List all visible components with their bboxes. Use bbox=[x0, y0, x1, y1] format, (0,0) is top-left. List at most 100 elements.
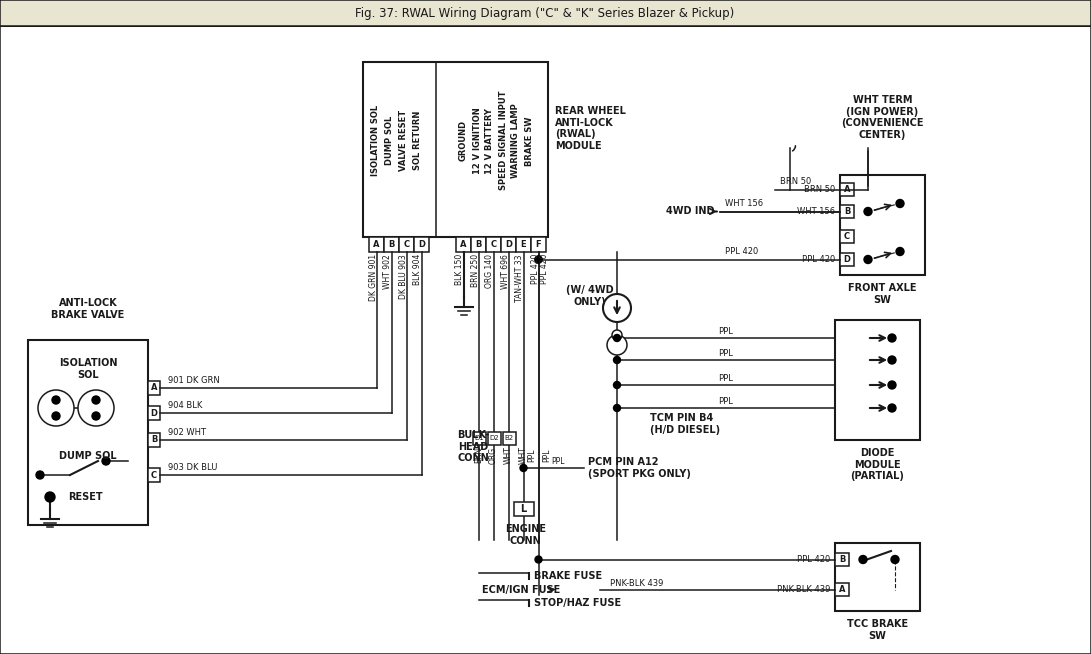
Bar bbox=[835, 553, 849, 566]
Bar bbox=[0, 0, 1091, 26]
Text: PPL: PPL bbox=[719, 374, 733, 383]
Circle shape bbox=[92, 396, 100, 404]
Bar bbox=[840, 205, 854, 218]
Bar bbox=[384, 237, 399, 252]
Circle shape bbox=[36, 471, 44, 479]
Text: PPL: PPL bbox=[527, 448, 536, 462]
Bar bbox=[531, 237, 546, 252]
Text: PPL 420: PPL 420 bbox=[530, 254, 540, 284]
Bar bbox=[501, 237, 516, 252]
Text: D: D bbox=[843, 255, 851, 264]
Bar bbox=[835, 543, 920, 611]
Text: ISOLATION SOL: ISOLATION SOL bbox=[372, 105, 381, 177]
Text: C: C bbox=[491, 240, 496, 249]
Circle shape bbox=[38, 390, 74, 426]
Text: B: B bbox=[151, 436, 157, 445]
Circle shape bbox=[888, 356, 896, 364]
Text: WHT 902: WHT 902 bbox=[384, 254, 393, 289]
Text: DUMP SOL: DUMP SOL bbox=[59, 451, 117, 461]
Text: PPL: PPL bbox=[719, 397, 733, 406]
Text: 901 DK GRN: 901 DK GRN bbox=[168, 376, 219, 385]
Text: BULK-
HEAD
CONN: BULK- HEAD CONN bbox=[457, 430, 490, 463]
Text: PPL: PPL bbox=[542, 448, 551, 462]
Text: TAN-WHT 33: TAN-WHT 33 bbox=[516, 254, 525, 301]
Text: ORG 140: ORG 140 bbox=[485, 254, 494, 288]
Text: BRN: BRN bbox=[473, 447, 483, 463]
Text: WHT: WHT bbox=[519, 446, 528, 464]
Bar bbox=[840, 175, 925, 275]
Text: BRN 250: BRN 250 bbox=[470, 254, 480, 287]
Text: WHT 156: WHT 156 bbox=[726, 199, 763, 209]
Circle shape bbox=[896, 199, 904, 207]
Bar bbox=[413, 237, 429, 252]
Text: D: D bbox=[505, 240, 512, 249]
Text: SOL RETURN: SOL RETURN bbox=[412, 111, 421, 171]
Text: BRN 50: BRN 50 bbox=[780, 177, 812, 186]
Circle shape bbox=[891, 555, 899, 564]
Circle shape bbox=[92, 412, 100, 420]
Bar bbox=[485, 237, 501, 252]
Text: FRONT AXLE
SW: FRONT AXLE SW bbox=[848, 283, 916, 305]
Text: PPL 420: PPL 420 bbox=[796, 555, 830, 564]
Circle shape bbox=[535, 256, 542, 263]
Text: RESET: RESET bbox=[68, 492, 103, 502]
Text: WARNING LAMP: WARNING LAMP bbox=[512, 103, 520, 178]
Bar bbox=[399, 237, 413, 252]
Text: L: L bbox=[520, 504, 527, 514]
Text: 12 V IGNITION: 12 V IGNITION bbox=[472, 107, 481, 174]
Bar bbox=[369, 237, 384, 252]
Text: ECM/IGN FUSE: ECM/IGN FUSE bbox=[482, 585, 560, 594]
Circle shape bbox=[613, 356, 621, 364]
Text: Fig. 37: RWAL Wiring Diagram ("C" & "K" Series Blazer & Pickup): Fig. 37: RWAL Wiring Diagram ("C" & "K" … bbox=[356, 7, 734, 20]
Circle shape bbox=[613, 405, 621, 411]
Text: B: B bbox=[476, 240, 482, 249]
Text: DK GRN 901: DK GRN 901 bbox=[369, 254, 377, 301]
Text: C: C bbox=[844, 232, 850, 241]
Bar bbox=[472, 432, 485, 445]
Text: 4WD IND: 4WD IND bbox=[667, 207, 715, 216]
Text: PPL: PPL bbox=[719, 327, 733, 336]
Circle shape bbox=[77, 390, 113, 426]
Text: D: D bbox=[418, 240, 425, 249]
Text: WHT TERM
(IGN POWER)
(CONVENIENCE
CENTER): WHT TERM (IGN POWER) (CONVENIENCE CENTER… bbox=[841, 95, 924, 140]
Circle shape bbox=[52, 396, 60, 404]
Text: PPL: PPL bbox=[552, 457, 565, 466]
Text: E: E bbox=[520, 240, 526, 249]
Text: ANTI-LOCK
BRAKE VALVE: ANTI-LOCK BRAKE VALVE bbox=[51, 298, 124, 320]
Text: (W/ 4WD
ONLY): (W/ 4WD ONLY) bbox=[566, 285, 614, 307]
Text: PPL 420: PPL 420 bbox=[726, 247, 758, 256]
Circle shape bbox=[45, 492, 55, 502]
Bar bbox=[503, 432, 516, 445]
Text: BRAKE SW: BRAKE SW bbox=[526, 116, 535, 165]
Bar bbox=[840, 253, 854, 266]
Bar bbox=[456, 237, 471, 252]
Text: TCC BRAKE
SW: TCC BRAKE SW bbox=[847, 619, 908, 641]
Text: BLK 904: BLK 904 bbox=[413, 254, 422, 285]
Text: PCM PIN A12
(SPORT PKG ONLY): PCM PIN A12 (SPORT PKG ONLY) bbox=[588, 457, 692, 479]
Circle shape bbox=[613, 334, 621, 341]
Bar bbox=[148, 468, 160, 482]
Text: ENGINE
CONN: ENGINE CONN bbox=[505, 524, 546, 545]
Bar bbox=[514, 502, 533, 516]
Text: BRAKE FUSE: BRAKE FUSE bbox=[533, 571, 601, 581]
Text: D: D bbox=[151, 409, 157, 417]
Circle shape bbox=[535, 556, 542, 563]
Text: PNK-BLK 439: PNK-BLK 439 bbox=[777, 585, 830, 594]
Text: B: B bbox=[388, 240, 395, 249]
Text: WHT: WHT bbox=[504, 446, 513, 464]
Text: PNK-BLK 439: PNK-BLK 439 bbox=[610, 579, 663, 587]
Bar bbox=[148, 381, 160, 395]
Circle shape bbox=[101, 457, 110, 465]
Text: DUMP SOL: DUMP SOL bbox=[385, 116, 395, 165]
Bar bbox=[471, 237, 485, 252]
Text: PPL 420: PPL 420 bbox=[802, 255, 835, 264]
Circle shape bbox=[859, 555, 867, 564]
Bar bbox=[28, 340, 148, 525]
Circle shape bbox=[896, 247, 904, 256]
Circle shape bbox=[603, 294, 631, 322]
Circle shape bbox=[864, 207, 872, 216]
Text: 904 BLK: 904 BLK bbox=[168, 401, 202, 410]
Circle shape bbox=[535, 256, 542, 263]
Bar bbox=[148, 406, 160, 420]
Text: WHT 696: WHT 696 bbox=[501, 254, 509, 289]
